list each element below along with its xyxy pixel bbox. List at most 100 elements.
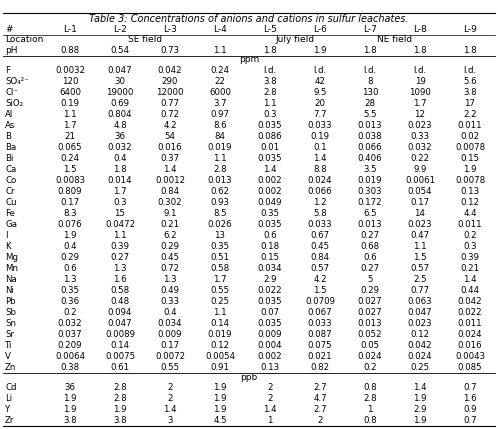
Text: Ga: Ga <box>5 220 17 229</box>
Text: 0.066: 0.066 <box>308 187 332 196</box>
Text: 1.1: 1.1 <box>413 242 427 251</box>
Text: 0.0709: 0.0709 <box>305 297 335 306</box>
Text: 0.9: 0.9 <box>463 405 477 414</box>
Text: SiO₂: SiO₂ <box>5 99 23 108</box>
Text: 0.13: 0.13 <box>461 187 480 196</box>
Text: 1.3: 1.3 <box>113 264 127 273</box>
Text: 0.209: 0.209 <box>58 341 82 350</box>
Text: 1.4: 1.4 <box>463 275 477 284</box>
Text: 1.1: 1.1 <box>213 308 227 317</box>
Text: 0.303: 0.303 <box>358 187 382 196</box>
Text: #: # <box>5 25 12 34</box>
Text: Ba: Ba <box>5 142 16 151</box>
Text: 3.8: 3.8 <box>463 88 477 97</box>
Text: 0.024: 0.024 <box>458 330 482 339</box>
Text: 0.011: 0.011 <box>458 319 482 328</box>
Text: 0.91: 0.91 <box>211 363 230 372</box>
Text: 0.087: 0.087 <box>308 330 332 339</box>
Text: 1.9: 1.9 <box>63 231 77 240</box>
Text: NE field: NE field <box>377 35 412 44</box>
Text: 0.29: 0.29 <box>60 253 80 262</box>
Text: 1.1: 1.1 <box>63 109 77 118</box>
Text: 0.57: 0.57 <box>310 264 330 273</box>
Text: July field: July field <box>275 35 315 44</box>
Text: 0.3: 0.3 <box>113 198 127 207</box>
Text: 0.4: 0.4 <box>113 154 127 163</box>
Text: 0.021: 0.021 <box>308 352 332 361</box>
Text: 0.21: 0.21 <box>461 264 480 273</box>
Text: 0.047: 0.047 <box>408 308 432 317</box>
Text: Cr: Cr <box>5 187 14 196</box>
Text: 0.33: 0.33 <box>410 132 430 141</box>
Text: 0.37: 0.37 <box>160 154 180 163</box>
Text: 2.8: 2.8 <box>213 165 227 174</box>
Text: 1.5: 1.5 <box>313 286 327 295</box>
Text: 0.034: 0.034 <box>257 264 282 273</box>
Text: 1.9: 1.9 <box>63 405 77 414</box>
Text: 0.38: 0.38 <box>60 363 80 372</box>
Text: 0.2: 0.2 <box>363 363 377 372</box>
Text: 8.3: 8.3 <box>63 209 77 218</box>
Text: 0.27: 0.27 <box>111 253 129 262</box>
Text: 1.4: 1.4 <box>163 405 177 414</box>
Text: 0.45: 0.45 <box>160 253 180 262</box>
Text: 0.0032: 0.0032 <box>55 66 85 75</box>
Text: Fe: Fe <box>5 209 15 218</box>
Text: L-4: L-4 <box>213 25 227 34</box>
Text: 0.042: 0.042 <box>408 341 432 350</box>
Text: 0.3: 0.3 <box>263 109 277 118</box>
Text: Co: Co <box>5 175 16 184</box>
Text: 0.042: 0.042 <box>458 297 482 306</box>
Text: Table 3: Concentrations of anions and cations in sulfur leachates.: Table 3: Concentrations of anions and ca… <box>89 13 409 24</box>
Text: ppb: ppb <box>241 373 257 382</box>
Text: 5.6: 5.6 <box>463 76 477 85</box>
Text: 1.9: 1.9 <box>313 46 327 55</box>
Text: Cl⁻: Cl⁻ <box>5 88 18 97</box>
Text: 19: 19 <box>414 76 425 85</box>
Text: 0.24: 0.24 <box>211 66 230 75</box>
Text: 0.063: 0.063 <box>408 297 432 306</box>
Text: 1.9: 1.9 <box>413 394 427 403</box>
Text: 0.58: 0.58 <box>211 264 230 273</box>
Text: 2.7: 2.7 <box>313 383 327 392</box>
Text: 4.4: 4.4 <box>463 209 477 218</box>
Text: Location: Location <box>5 35 43 44</box>
Text: 20: 20 <box>315 99 326 108</box>
Text: SE field: SE field <box>128 35 162 44</box>
Text: 0.0075: 0.0075 <box>105 352 135 361</box>
Text: 0.013: 0.013 <box>358 319 382 328</box>
Text: Cd: Cd <box>5 383 16 392</box>
Text: 0.076: 0.076 <box>58 220 82 229</box>
Text: 0.034: 0.034 <box>158 319 182 328</box>
Text: 0.73: 0.73 <box>160 46 180 55</box>
Text: 2.8: 2.8 <box>113 394 127 403</box>
Text: 15: 15 <box>115 209 125 218</box>
Text: 1.7: 1.7 <box>113 187 127 196</box>
Text: 0.24: 0.24 <box>60 154 80 163</box>
Text: 0.77: 0.77 <box>160 99 180 108</box>
Text: 0.19: 0.19 <box>60 99 80 108</box>
Text: 0.027: 0.027 <box>358 308 382 317</box>
Text: Ni: Ni <box>5 286 14 295</box>
Text: 120: 120 <box>62 76 78 85</box>
Text: 0.038: 0.038 <box>358 132 382 141</box>
Text: 0.01: 0.01 <box>260 142 279 151</box>
Text: 3.8: 3.8 <box>113 416 127 425</box>
Text: 0.037: 0.037 <box>58 330 82 339</box>
Text: 8.5: 8.5 <box>213 209 227 218</box>
Text: Sb: Sb <box>5 308 16 317</box>
Text: 4.7: 4.7 <box>313 394 327 403</box>
Text: L-5: L-5 <box>263 25 277 34</box>
Text: 0.84: 0.84 <box>160 187 180 196</box>
Text: 0.4: 0.4 <box>163 308 177 317</box>
Text: Ca: Ca <box>5 165 16 174</box>
Text: 1.1: 1.1 <box>213 154 227 163</box>
Text: 0.002: 0.002 <box>257 352 282 361</box>
Text: 0.023: 0.023 <box>408 121 432 130</box>
Text: F: F <box>5 66 10 75</box>
Text: 0.032: 0.032 <box>408 142 432 151</box>
Text: 12: 12 <box>414 109 425 118</box>
Text: 8: 8 <box>367 76 373 85</box>
Text: Mn: Mn <box>5 264 18 273</box>
Text: 0.8: 0.8 <box>363 416 377 425</box>
